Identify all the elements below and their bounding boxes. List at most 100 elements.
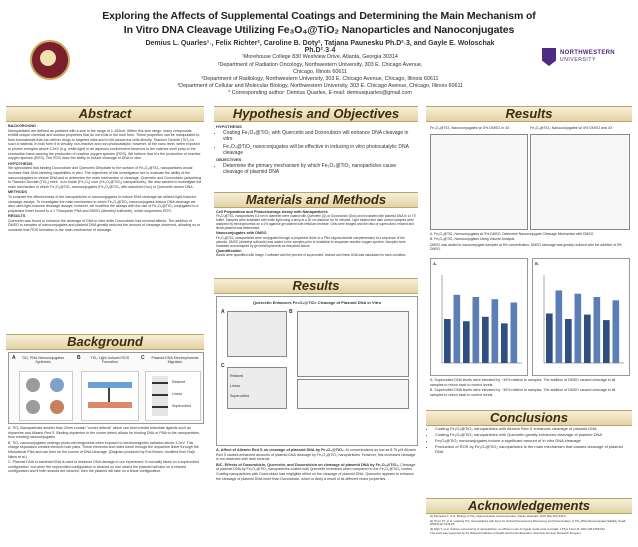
background-caption-a: A. TiO₂ Nanoparticles smaller than 20nm … <box>8 426 200 440</box>
morehouse-seal-logo <box>30 40 70 80</box>
acknowledgements-header: Acknowledgements <box>426 498 632 514</box>
objectives-label: OBJECTIVES <box>216 157 242 163</box>
results-right-cap-a: A. Fe₃O₄@TiO₂ Nanoconjugates w/ 5% DMSO.… <box>430 232 594 236</box>
gel-a <box>227 311 287 357</box>
results-fig-label-b: B <box>289 309 293 315</box>
poster-title-line1: Exploring the Affects of Supplemental Co… <box>102 10 536 22</box>
chart-bar <box>555 290 563 363</box>
materials-p1: Fe₃O₄@TiO₂ nanoparticles 6.5 nm in diame… <box>216 214 416 231</box>
chart-bar <box>510 302 518 363</box>
gel-c-right <box>297 379 409 409</box>
materials-text: Cell Preparation and Photocleavage Assay… <box>216 210 416 272</box>
results-mid-cap-b: Cleavage of plasmid DNA by Fe₃O₄@TiO₂ na… <box>216 462 416 481</box>
chart-bar <box>603 320 610 363</box>
conclusion-1: Coating Fe₃O₄@TiO₂ nanoparticles with Al… <box>435 426 630 431</box>
results-mid-figure: Quercetin Enhances Fe₃O₄@TiO₂ Cleavage o… <box>216 296 418 446</box>
results-fig-label-c: C <box>221 363 225 369</box>
gel-c-relaxed: Relaxed <box>230 374 244 378</box>
conclusion-3: Fe₃O₄@TiO₂ nanoconjugates induce a signi… <box>435 438 630 443</box>
gel-c-supercoiled: Supercoiled <box>230 394 249 398</box>
results-mid-cap-b-label: B/C. Effects of Doxorubicin, Quercetin, … <box>216 462 400 467</box>
corresponding-author: * Corresponding author: Demius Quarles, … <box>228 90 412 97</box>
results-mid-cap-a: At concentrations as low as 8.75 μM Aliz… <box>216 448 416 462</box>
dmso-gel-2 <box>530 134 630 230</box>
materials-p3-label: Quantification <box>216 248 242 253</box>
affiliation-2b: Chicago, Illinois 60611 <box>293 68 347 75</box>
chart-bar <box>574 293 582 363</box>
author-block: Demius L. Quarles¹˒, Felix Richter², Car… <box>140 40 500 98</box>
abstract-header: Abstract <box>6 106 204 122</box>
materials-p2: Fe₃O₄@TiO₂ nanoparticles were conjugated… <box>216 235 406 248</box>
background-caption-c: C. Plasmid DNA or bacterial DNA is used … <box>8 460 199 474</box>
northwestern-logo: NORTHWESTERN UNIVERSITY <box>538 48 618 74</box>
chart-b <box>543 275 624 364</box>
electrophoresis-diagram: Relaxed Linear Supercoiled <box>145 371 201 421</box>
ack-ref-2: [2] Thurn KT, et al. Labeling TiO₂ Nanop… <box>430 518 627 526</box>
hypothesis-block: HYPOTHESIS Coating Fe₃O₄@TiO₂ with Querc… <box>216 124 416 177</box>
ack-ref-1: [1] Paunesku T, et al. Biology of TiO₂-o… <box>430 515 567 518</box>
chart-b-frame: B. <box>532 258 630 376</box>
chart-bar <box>463 321 470 363</box>
chart-bar <box>501 323 508 363</box>
background-figure: A TiO₂ PNA Nanoconjugates Synthesis B Ti… <box>8 352 204 424</box>
chart-bar <box>453 294 461 363</box>
bg-fig-label-b: B <box>77 355 81 361</box>
conclusion-4: Production of ROS by Fe₃O₄@TiO₂ nanopart… <box>435 444 630 454</box>
chart-a <box>441 275 522 364</box>
affiliation-4: ⁴Department of Cellular and Molecular Bi… <box>176 83 464 90</box>
background-captions: A. TiO₂ Nanoparticles smaller than 20nm … <box>8 426 202 542</box>
results-right-captions: A. Fe₃O₄@TiO₂ Nanoconjugates w/ 5% DMSO.… <box>430 232 628 254</box>
abstract-hypothesis-text: We speculated that binding Doxorubicin a… <box>8 166 202 189</box>
chart-caption-b: B. Supercoiled DNA levels were elevated … <box>430 388 616 397</box>
gel-label-relaxed: Relaxed <box>172 380 186 384</box>
hypothesis-header: Hypothesis and Objectives <box>214 106 418 122</box>
bg-fig-label-a: A <box>12 355 16 361</box>
chart-bar <box>444 319 451 363</box>
chart-a-label: A. <box>433 261 437 266</box>
bg-fig-title-c: Plasmid DNA Electrophoresis Migration <box>151 356 199 364</box>
chart-bar <box>612 300 620 363</box>
results-mid-fig-title: Quercetin Enhances Fe₃O₄@TiO₂ Cleavage o… <box>252 300 382 305</box>
abstract-results-label: RESULTS <box>8 214 26 219</box>
ros-formation-diagram <box>81 371 139 421</box>
hypothesis-label: HYPOTHESIS <box>216 124 242 129</box>
bg-fig-title-b: TiO₂ Light-Induced ROS Formation <box>90 356 130 364</box>
bg-fig-title-a: TiO₂ PNA Nanoconjugates Synthesis <box>21 356 65 364</box>
materials-header: Materials and Methods <box>214 192 418 208</box>
acknowledgements-text: [1] Paunesku T, et al. Biology of TiO₂-o… <box>430 515 628 543</box>
abstract-background-label: BACKGROUND <box>8 124 36 128</box>
gel2-title: Fe₃O₄@TiO₂ Nanoconjugates w/ 5% DMSO and… <box>530 126 613 130</box>
results-mid-captions: A. Affect of Alizarin Red S on cleavage … <box>216 448 416 542</box>
results-right-cap-text: DMSO was added to nanoconjugate samples … <box>430 242 622 251</box>
hypothesis-item-2: Fe₃O₄@TiO₂ nanoconjugates will be effect… <box>223 144 416 156</box>
chart-bar <box>491 299 499 363</box>
chart-bar <box>482 316 489 363</box>
nanoconjugate-synthesis-diagram <box>19 371 73 421</box>
dmso-gel-1 <box>430 134 528 230</box>
conclusions-header: Conclusions <box>426 410 632 426</box>
materials-p1-label: Cell Preparation and Photocleavage Assay… <box>216 210 328 214</box>
results-fig-label-a: A <box>221 309 225 315</box>
gel-label-linear: Linear <box>172 392 182 396</box>
chart-a-frame: A. <box>430 258 528 376</box>
gel-c-linear: Linear <box>230 384 240 388</box>
gel-label-supercoiled: Supercoiled <box>172 404 191 408</box>
chart-caption-a: A. Supercoiled DNA levels were elevated … <box>430 378 616 387</box>
results-right-header: Results <box>426 106 632 122</box>
chart-bar <box>593 297 601 363</box>
affiliation-3: ³Department of Radiology, Northwestern U… <box>201 76 439 83</box>
chart-captions: A. Supercoiled DNA levels were elevated … <box>430 378 628 406</box>
background-header: Background <box>6 334 204 350</box>
chart-bar <box>584 314 591 363</box>
abstract-methods-text: To evaluate the effectiveness of the nan… <box>8 194 199 213</box>
bg-fig-label-c: C <box>141 355 145 361</box>
affiliation-2: ²Department of Radiation Oncology, North… <box>217 61 423 68</box>
ack-ref-3: [3] Rajh T, et al. Surface restructuring… <box>430 526 606 531</box>
background-caption-b: B. TiO₂ nanoconjugates undergo photo-ele… <box>8 440 199 459</box>
abstract-results-text: Quercetin was found to enhance the cleav… <box>8 218 200 233</box>
abstract-background-text: Nanoparticles are defined as particles w… <box>8 128 201 161</box>
gel1-title: Fe₃O₄@TiO₂ Nanoconjugates w/ 5% DMSO in … <box>430 126 510 130</box>
results-right-cap-b: B. Fe₃O₄@TiO₂ Nanoconjugates Using Volum… <box>430 237 515 242</box>
abstract-methods-label: METHODS <box>8 190 27 195</box>
affiliation-1: ¹Morehouse College 830 Westview Drive, A… <box>242 54 398 61</box>
